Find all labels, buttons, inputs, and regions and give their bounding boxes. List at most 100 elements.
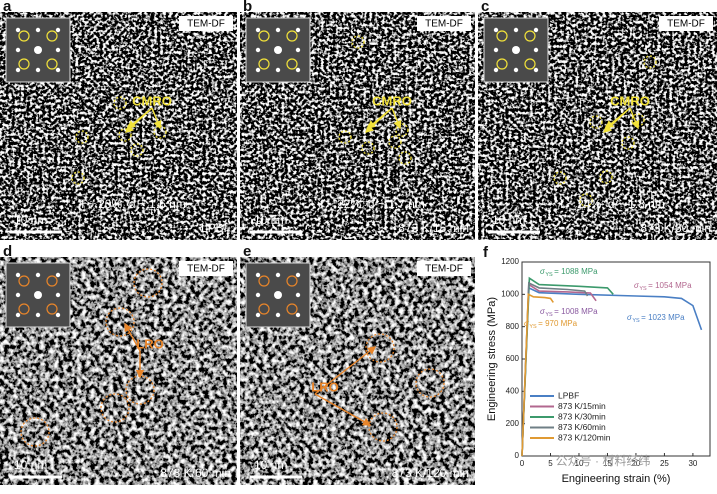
marker-ring — [133, 268, 163, 298]
scale-text: 10 nm — [14, 213, 47, 227]
inset-spot — [15, 47, 21, 53]
inset-spot — [295, 272, 301, 278]
annotation-symbol: σ — [540, 267, 546, 276]
marker-ring — [579, 193, 593, 207]
inset-ring — [286, 303, 298, 315]
inset-spot — [493, 47, 499, 53]
annotation-sub: YS — [639, 286, 647, 292]
inset-ring — [46, 58, 58, 70]
marker-label: CMRO — [610, 93, 650, 108]
tag-text: TEM-DF — [667, 19, 705, 30]
tem-panel: b TEM-DF CMRO f ~ 22%, d ~ 1.7 nm 10 nm 873 K… — [240, 0, 475, 240]
x-tick-label: 5 — [548, 459, 553, 468]
inset-ring — [496, 58, 508, 70]
annotation-text: = 1054 MPa — [648, 281, 692, 290]
inset-spot — [15, 27, 21, 33]
inset-spot — [274, 46, 282, 54]
inset-spot — [35, 27, 41, 33]
scale-text: 10 nm — [254, 458, 287, 472]
condition: LPBF — [201, 221, 231, 235]
tag-text: TEM-DF — [187, 19, 225, 30]
inset-spot — [15, 292, 21, 298]
x-tick-label: 15 — [603, 459, 612, 468]
inset-ring — [524, 30, 536, 42]
inset-spot — [533, 47, 539, 53]
watermark: 公众号 · 材料经纬 — [556, 454, 651, 468]
legend-label: 873 K/15min — [558, 401, 606, 411]
marker-ring — [365, 333, 395, 363]
inset-spot — [513, 27, 519, 33]
x-tick-label: 25 — [660, 459, 669, 468]
inset-ring — [18, 58, 30, 70]
x-tick-label: 0 — [520, 459, 525, 468]
inset-ring — [18, 275, 30, 287]
y-tick-label: 1200 — [501, 257, 519, 266]
inset-ring — [18, 30, 30, 42]
annotation-text: = 1088 MPa — [554, 267, 598, 276]
marker-ring — [100, 393, 130, 423]
inset-spot — [512, 46, 520, 54]
annotation-symbol: σ — [627, 313, 633, 322]
annotation-text: = 1008 MPa — [554, 307, 598, 316]
condition: 873 K/30 min — [640, 221, 711, 235]
series-line — [521, 286, 703, 457]
inset-ring — [496, 30, 508, 42]
marker-ring — [20, 417, 50, 447]
marker-ring — [105, 307, 135, 337]
marker-ring — [351, 35, 365, 49]
panel-letter: c — [481, 0, 489, 15]
annotation-text: = 1023 MPa — [641, 313, 685, 322]
marker-arrow — [364, 107, 393, 133]
inset-ring — [18, 303, 30, 315]
scale-text: 10 nm — [254, 213, 287, 227]
tag-box — [179, 16, 233, 31]
inset-spot — [274, 291, 282, 299]
marker-label: LRO — [136, 336, 163, 351]
inset-ring — [286, 30, 298, 42]
tem-panel: a TEM-DF CMRO f ~ 20%, d ~ 1.6 nm 10 nm LPBF — [0, 0, 237, 240]
inset-spot — [55, 27, 61, 33]
marker-arrow — [391, 107, 402, 130]
inset-spot — [533, 67, 539, 73]
x-tick-label: 30 — [688, 459, 697, 468]
inset-ring — [286, 275, 298, 287]
x-tick-label: 20 — [631, 459, 640, 468]
stats-text: f ~ 24%, d ~ 1.8 nm — [560, 197, 665, 211]
marker-arrow — [314, 346, 377, 395]
marker-ring — [338, 130, 352, 144]
tem-panel: d TEM-DF LRO 10 nm 873 K/60 min — [0, 243, 237, 485]
inset-spot — [34, 46, 42, 54]
marker-ring — [361, 141, 375, 155]
tag-box — [417, 261, 471, 276]
tag-text: TEM-DF — [425, 264, 463, 275]
inset-spot — [15, 312, 21, 318]
legend-label: 873 K/60min — [558, 422, 606, 432]
marker-ring — [621, 136, 635, 150]
scale-text: 10 nm — [492, 213, 525, 227]
inset-spot — [55, 47, 61, 53]
y-tick-label: 1000 — [501, 289, 519, 298]
inset-ring — [46, 30, 58, 42]
inset-spot — [35, 272, 41, 278]
inset-ring — [46, 275, 58, 287]
inset-spot — [295, 67, 301, 73]
annotation-sub: YS — [632, 318, 640, 324]
inset-spot — [493, 27, 499, 33]
inset-spot — [275, 312, 281, 318]
annotation-text: = 970 MPa — [538, 319, 577, 328]
legend-label: 873 K/120min — [558, 432, 611, 442]
inset-ring — [258, 30, 270, 42]
legend-label: LPBF — [558, 390, 579, 400]
inset-spot — [255, 27, 261, 33]
tem-panel: c TEM-DF CMRO f ~ 24%, d ~ 1.8 nm 10 nm 873 K… — [478, 0, 717, 240]
inset-spot — [493, 67, 499, 73]
annotation-sub: YS — [545, 272, 553, 278]
inset-spot — [55, 67, 61, 73]
tag-box — [417, 16, 471, 31]
marker-label: CMRO — [372, 93, 412, 108]
marker-ring — [643, 55, 657, 69]
annotation-symbol: σ — [540, 307, 546, 316]
inset-spot — [35, 312, 41, 318]
inset-spot — [295, 312, 301, 318]
